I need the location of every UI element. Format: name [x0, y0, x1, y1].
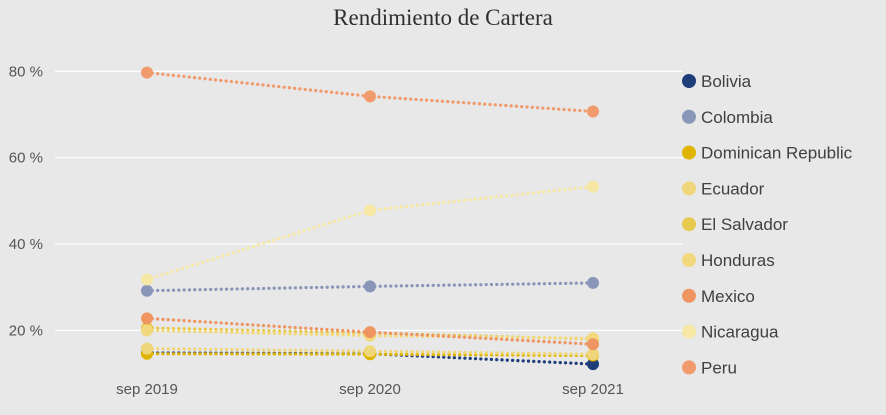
data-point [141, 273, 153, 286]
data-point [364, 204, 376, 217]
y-axis-ticks: 20 % 40 % 60 % 80 % [9, 63, 43, 339]
data-point [141, 284, 153, 297]
data-point [587, 338, 599, 351]
series-mexico [141, 312, 599, 351]
data-point [141, 342, 153, 355]
legend: Bolivia Colombia Dominican Republic Ecuador… [682, 72, 853, 377]
legend-marker [682, 360, 696, 375]
legend-label: Bolivia [701, 72, 752, 91]
data-point [141, 324, 153, 337]
series-ecuador [141, 342, 599, 361]
legend-marker [682, 288, 696, 303]
legend-label: Ecuador [701, 179, 765, 198]
legend-label: Peru [701, 358, 737, 377]
y-tick-label: 40 % [9, 236, 43, 253]
legend-label: Colombia [701, 108, 773, 127]
legend-marker [682, 253, 696, 267]
legend-marker [682, 109, 696, 124]
legend-label: Honduras [701, 251, 775, 270]
y-tick-label: 80 % [9, 63, 43, 80]
data-point [587, 358, 599, 371]
legend-item: Bolivia [682, 72, 752, 91]
chart-title: Rendimiento de Cartera [333, 5, 553, 30]
legend-label: Mexico [701, 287, 755, 306]
x-axis-ticks: sep 2019 sep 2020 sep 2021 [116, 381, 624, 398]
data-point [587, 180, 599, 193]
legend-marker [682, 74, 696, 88]
legend-item: Nicaragua [682, 323, 779, 342]
legend-marker [682, 145, 696, 160]
legend-marker [682, 324, 696, 339]
legend-label: Dominican Republic [701, 144, 853, 163]
legend-item: Colombia [682, 108, 773, 127]
series-line [145, 185, 595, 282]
series-nicaragua [141, 180, 599, 286]
legend-label: Nicaragua [701, 323, 779, 342]
data-point [587, 105, 599, 118]
legend-marker [682, 217, 696, 232]
legend-item: Dominican Republic [682, 144, 853, 163]
y-tick-label: 60 % [9, 150, 43, 167]
x-tick-label: sep 2019 [116, 381, 178, 398]
x-tick-label: sep 2021 [562, 381, 624, 398]
data-point [364, 90, 376, 103]
legend-item: Peru [682, 358, 737, 377]
legend-marker [682, 181, 696, 196]
legend-item: Mexico [682, 287, 755, 306]
data-point [364, 326, 376, 339]
series-colombia [141, 276, 599, 297]
series-lines [141, 66, 599, 371]
legend-item: Ecuador [682, 179, 765, 198]
data-point [364, 280, 376, 293]
data-point [141, 66, 153, 79]
y-tick-label: 20 % [9, 322, 43, 339]
legend-label: El Salvador [701, 215, 788, 234]
series-peru [141, 66, 599, 118]
data-point [587, 276, 599, 289]
legend-item: El Salvador [682, 215, 788, 234]
x-tick-label: sep 2020 [339, 381, 401, 398]
data-point [141, 312, 153, 325]
legend-item: Honduras [682, 251, 775, 270]
data-point [364, 345, 376, 358]
data-point [587, 348, 599, 361]
